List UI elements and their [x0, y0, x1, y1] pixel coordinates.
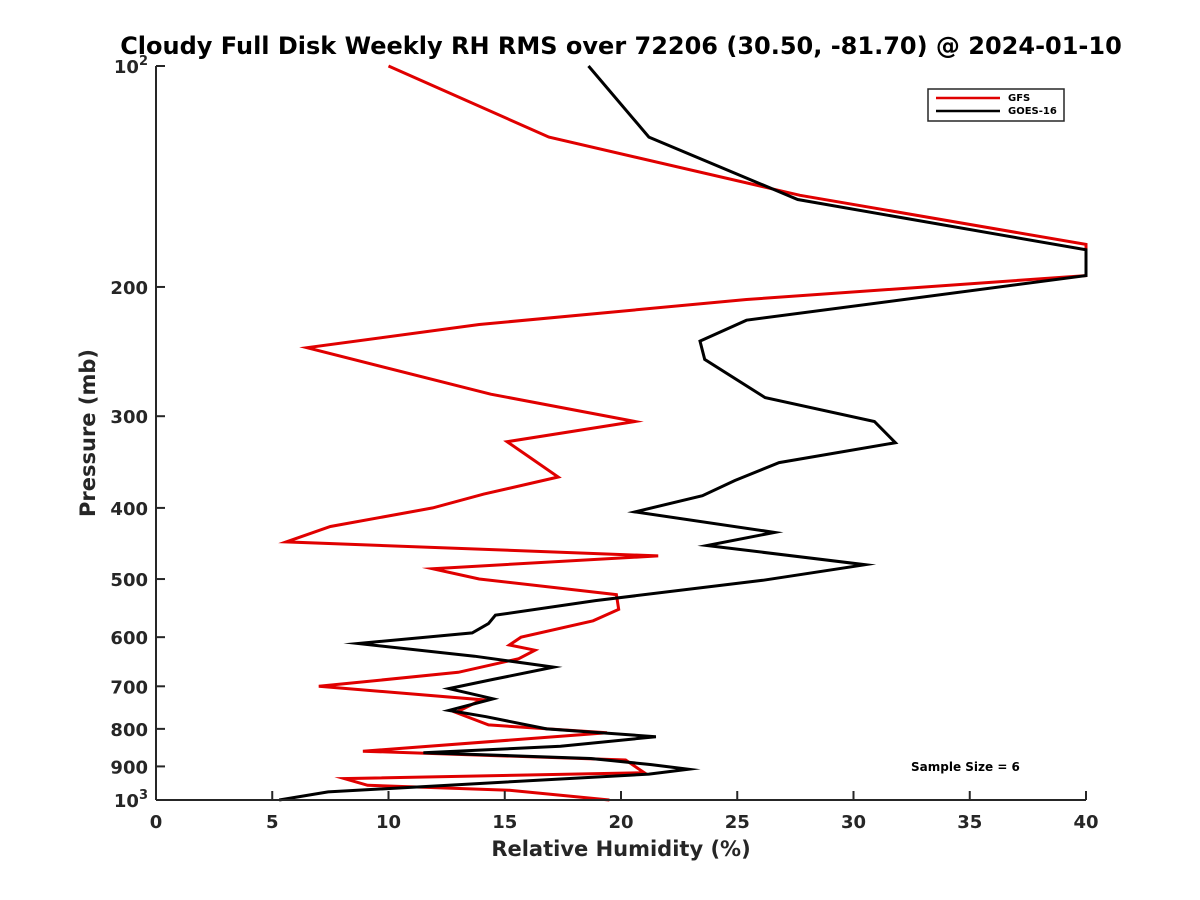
x-ticks: 0 5 10 15 20 25 30 35 40 — [150, 791, 1099, 833]
y-tick-label: 200 — [110, 278, 148, 299]
y-tick-label: 900 — [110, 757, 148, 778]
x-axis-label: Relative Humidity (%) — [491, 837, 750, 861]
y-tick-label: 103 — [114, 788, 148, 812]
legend-box — [927, 88, 1065, 122]
y-ticks: 102 200 300 400 500 600 700 800 900 103 — [110, 54, 165, 812]
series-line-gfs — [278, 64, 1088, 802]
series-line-goes16 — [278, 65, 1088, 802]
y-tick-label: 500 — [110, 570, 148, 591]
y-axis-label: Pressure (mb) — [76, 349, 100, 517]
y-tick-label: 700 — [110, 677, 148, 698]
legend: GFS GOES-16 — [927, 88, 1065, 122]
y-tick-label: 600 — [110, 628, 148, 649]
y-tick-label: 102 — [114, 54, 148, 78]
x-tick-label: 10 — [376, 812, 401, 833]
x-tick-label: 5 — [266, 812, 279, 833]
x-tick-label: 15 — [492, 812, 517, 833]
y-tick-label: 300 — [110, 407, 148, 428]
chart-title: Cloudy Full Disk Weekly RH RMS over 7220… — [120, 32, 1122, 60]
series-layer — [278, 64, 1088, 802]
x-tick-label: 35 — [957, 812, 982, 833]
x-tick-label: 0 — [150, 812, 163, 833]
sample-size-annotation: Sample Size = 6 — [911, 760, 1020, 774]
x-tick-label: 20 — [608, 812, 633, 833]
y-tick-label: 800 — [110, 720, 148, 741]
y-tick-label: 400 — [110, 499, 148, 520]
x-tick-label: 25 — [725, 812, 750, 833]
legend-label-goes16: GOES-16 — [1008, 106, 1057, 117]
legend-label-gfs: GFS — [1008, 93, 1030, 104]
x-tick-label: 30 — [841, 812, 866, 833]
x-tick-label: 40 — [1073, 812, 1098, 833]
axes — [155, 66, 1086, 801]
